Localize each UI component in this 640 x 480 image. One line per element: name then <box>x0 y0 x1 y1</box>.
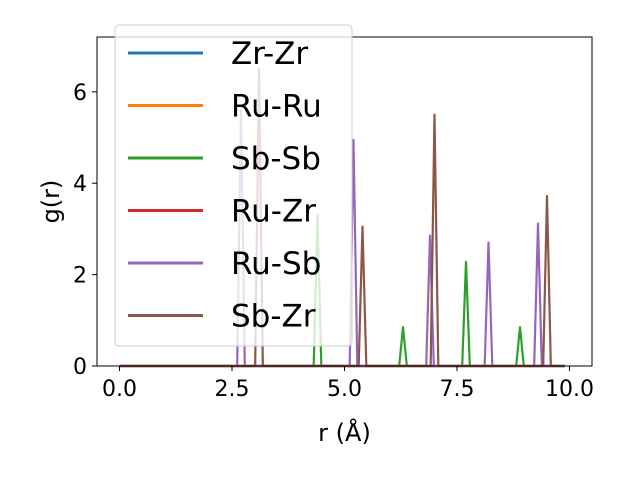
x-axis-title: r (Å) <box>318 418 371 447</box>
axes: 0.0 2.5 5.0 7.5 10.0 0 2 4 6 <box>73 81 594 402</box>
legend: Zr-Zr Ru-Ru Sb-Sb Ru-Zr Ru-Sb Sb-Zr <box>114 24 353 347</box>
x-tick-label: 2.5 <box>215 377 250 402</box>
y-tick-label: 6 <box>73 81 87 106</box>
legend-label: Ru-Ru <box>231 89 322 125</box>
legend-label: Sb-Sb <box>231 141 321 177</box>
legend-label: Ru-Sb <box>231 246 321 282</box>
legend-label: Ru-Zr <box>231 194 316 230</box>
x-tick-label: 7.5 <box>440 377 475 402</box>
legend-label: Zr-Zr <box>231 36 308 72</box>
x-tick-label: 5.0 <box>327 377 362 402</box>
y-tick-label: 0 <box>73 355 87 380</box>
legend-label: Sb-Zr <box>231 299 316 335</box>
y-tick-label: 4 <box>73 172 87 197</box>
y-tick-label: 2 <box>73 264 87 289</box>
y-axis-title: g(r) <box>37 180 65 224</box>
x-tick-label: 0.0 <box>102 377 137 402</box>
x-tick-label: 10.0 <box>545 377 594 402</box>
